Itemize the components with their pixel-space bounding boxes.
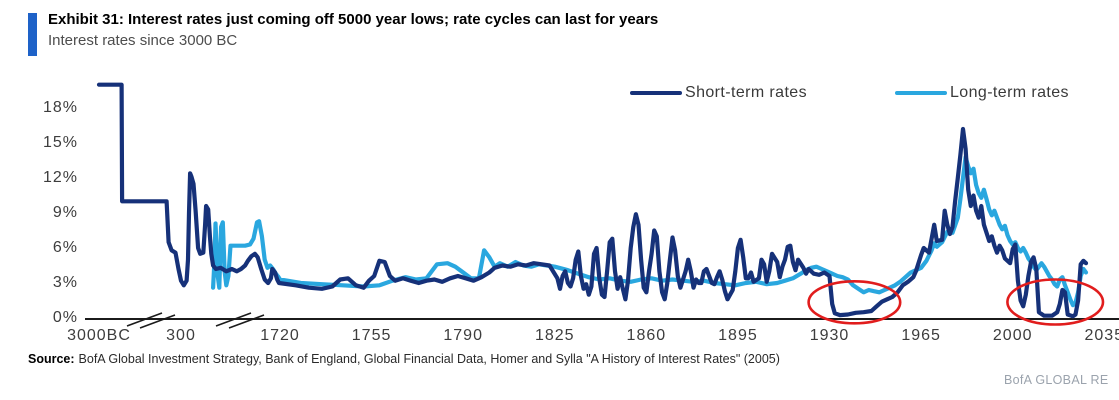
source-text: BofA Global Investment Strategy, Bank of… <box>78 352 780 366</box>
y-tick-label-12: 12% <box>42 169 78 186</box>
y-tick-label-3: 3% <box>52 274 78 291</box>
red-circle-annotation-1 <box>807 279 902 325</box>
exhibit-accent-bar <box>28 13 37 56</box>
x-tick-label-1825: 1825 <box>534 327 575 344</box>
y-tick-label-6: 6% <box>52 239 78 256</box>
x-tick-label-1965: 1965 <box>901 327 941 344</box>
legend-label-short-term: Short-term rates <box>685 84 807 101</box>
x-tick-label-1860: 1860 <box>626 327 667 344</box>
chart-subtitle: Interest rates since 3000 BC <box>48 32 238 49</box>
exhibit-title: Exhibit 31: Interest rates just coming o… <box>48 11 659 28</box>
legend-label-long-term: Long-term rates <box>950 84 1069 101</box>
x-tick-label-1755: 1755 <box>351 327 392 344</box>
x-tick-label-1930: 1930 <box>809 327 850 344</box>
x-tick-label-1720: 1720 <box>260 327 300 344</box>
x-tick-label-2000: 2000 <box>992 327 1033 344</box>
legend-item-long-term: Long-term rates <box>895 84 1069 102</box>
x-tick-label-3000BC: 3000BC <box>67 327 131 344</box>
x-tick-label-1790: 1790 <box>443 327 483 344</box>
legend-item-short-term: Short-term rates <box>630 84 807 102</box>
y-tick-label-9: 9% <box>52 204 78 221</box>
x-tick-label-1895: 1895 <box>718 327 758 344</box>
red-circle-annotations <box>807 278 1105 326</box>
axis-break-marks <box>126 312 265 329</box>
x-tick-label-300: 300 <box>166 327 196 344</box>
x-axis-line-group <box>85 312 1119 329</box>
source-line: Source: BofA Global Investment Strategy, … <box>28 352 780 366</box>
red-circle-annotation-2 <box>1006 278 1105 326</box>
short-term-line-swatch <box>630 91 682 95</box>
y-tick-label-0: 0% <box>52 309 78 326</box>
y-tick-label-18: 18% <box>42 99 78 116</box>
long-term-line-swatch <box>895 91 947 95</box>
bofa-global-research-watermark: BofA GLOBAL RE <box>1004 373 1109 387</box>
x-tick-label-2035: 2035 <box>1084 327 1119 344</box>
source-label: Source: <box>28 352 75 366</box>
short-term-rates-line <box>96 82 1089 319</box>
y-tick-label-15: 15% <box>42 134 78 151</box>
